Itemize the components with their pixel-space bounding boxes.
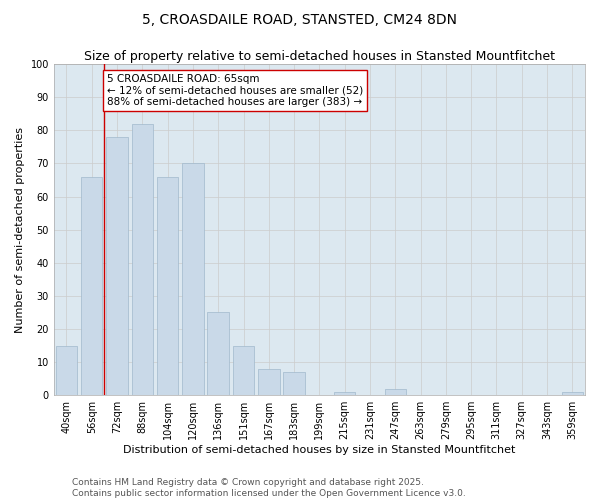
Bar xyxy=(208,312,229,395)
Bar xyxy=(385,388,406,395)
Text: Contains HM Land Registry data © Crown copyright and database right 2025.
Contai: Contains HM Land Registry data © Crown c… xyxy=(72,478,466,498)
Bar xyxy=(258,368,280,395)
Title: Size of property relative to semi-detached houses in Stansted Mountfitchet: Size of property relative to semi-detach… xyxy=(84,50,555,63)
X-axis label: Distribution of semi-detached houses by size in Stansted Mountfitchet: Distribution of semi-detached houses by … xyxy=(123,445,515,455)
Bar xyxy=(562,392,583,395)
Bar xyxy=(106,137,128,395)
Bar xyxy=(182,164,203,395)
Text: 5, CROASDAILE ROAD, STANSTED, CM24 8DN: 5, CROASDAILE ROAD, STANSTED, CM24 8DN xyxy=(143,12,458,26)
Y-axis label: Number of semi-detached properties: Number of semi-detached properties xyxy=(15,126,25,332)
Bar xyxy=(81,176,103,395)
Text: 5 CROASDAILE ROAD: 65sqm
← 12% of semi-detached houses are smaller (52)
88% of s: 5 CROASDAILE ROAD: 65sqm ← 12% of semi-d… xyxy=(107,74,363,108)
Bar xyxy=(56,346,77,395)
Bar xyxy=(131,124,153,395)
Bar xyxy=(233,346,254,395)
Bar xyxy=(283,372,305,395)
Bar xyxy=(157,176,178,395)
Bar xyxy=(334,392,355,395)
